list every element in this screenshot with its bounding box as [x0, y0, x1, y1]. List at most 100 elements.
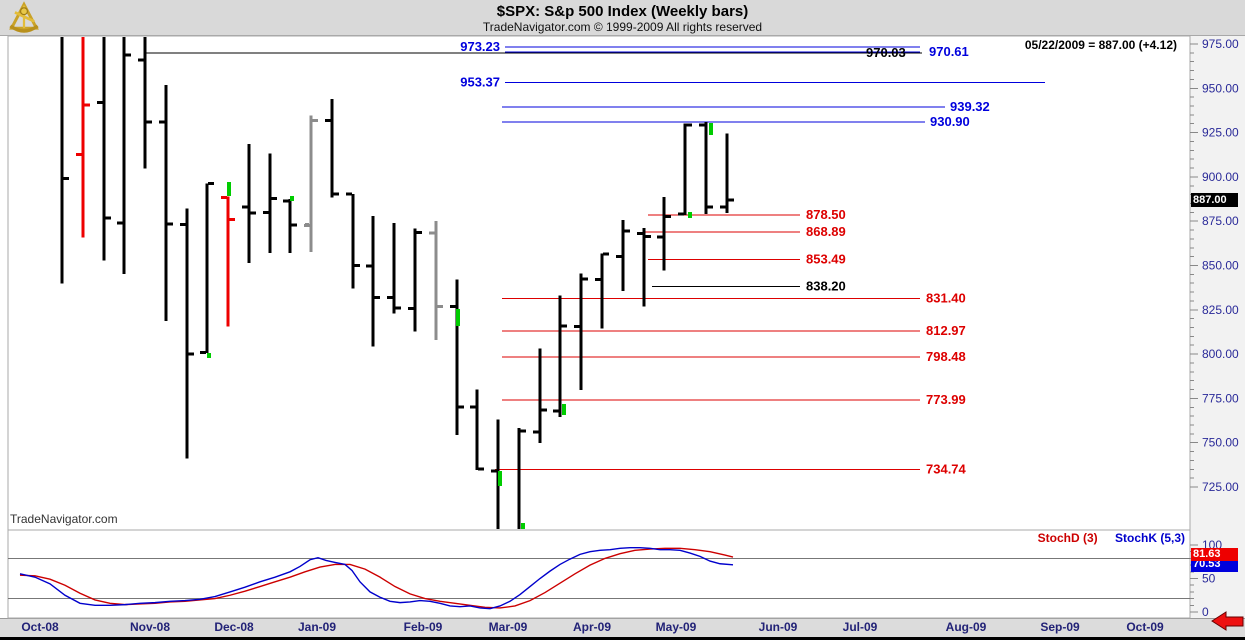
ohlc-bar — [138, 37, 152, 169]
ohlc-bar — [470, 389, 484, 471]
ohlc-bar — [325, 99, 339, 198]
ohlc-bar — [221, 195, 235, 327]
x-axis-month-label: Oct-09 — [1126, 620, 1164, 634]
ohlc-bar — [283, 199, 297, 253]
ohlc-bar — [76, 37, 90, 238]
stochk-line — [19, 546, 734, 610]
support-resistance-level: 798.48 — [502, 349, 966, 364]
level-label: 868.89 — [806, 224, 846, 239]
level-label: 973.23 — [460, 39, 500, 54]
stoch-pane-border — [7, 529, 1191, 619]
level-label: 798.48 — [926, 349, 966, 364]
ohlc-bar — [699, 122, 713, 215]
level-label: 853.49 — [806, 251, 846, 266]
ohlc-bar — [429, 221, 443, 340]
y-axis-label: 975.00 — [1202, 37, 1239, 51]
x-axis-month-label: Jul-09 — [843, 620, 878, 634]
support-resistance-level: 970.03 — [146, 45, 922, 60]
y-axis-label: 775.00 — [1202, 391, 1239, 405]
stoch-axis-label: 0 — [1202, 605, 1209, 619]
x-axis-months: Oct-08 Nov-08 Dec-08 Jan-09 Feb-09 Mar-09 Apr-… — [21, 620, 1164, 634]
support-resistance-level: 812.97 — [502, 323, 966, 338]
app-header: $SPX: S&p 500 Index (Weekly bars) TradeN… — [0, 0, 1245, 36]
level-label: 970.61 — [929, 44, 969, 59]
ohlc-bar — [574, 273, 588, 390]
ohlc-bar — [553, 295, 567, 418]
ohlc-bar — [117, 37, 131, 274]
level-label: 831.40 — [926, 290, 966, 305]
support-resistance-level: 930.90 — [502, 114, 970, 129]
level-label: 838.20 — [806, 278, 846, 293]
ohlc-bar — [366, 216, 380, 347]
support-resistance-level: 953.37 — [460, 74, 1045, 89]
support-resistance-level: 838.20 — [652, 278, 846, 293]
x-axis-month-label: Aug-09 — [946, 620, 987, 634]
ohlc-bar — [200, 182, 214, 354]
ohlc-bar — [533, 348, 547, 443]
y-axis-label: 725.00 — [1202, 480, 1239, 494]
x-axis-month-label: Apr-09 — [573, 620, 611, 634]
support-resistance-level: 734.74 — [495, 462, 967, 477]
x-axis-month-label: Feb-09 — [404, 620, 443, 634]
ohlc-bar — [595, 252, 609, 329]
stoch-pane-background — [8, 530, 1190, 618]
y-axis-label: 800.00 — [1202, 347, 1239, 361]
ohlc-bar — [159, 84, 173, 321]
y-axis-label: 850.00 — [1202, 259, 1239, 273]
watermark-text: TradeNavigator.com — [10, 512, 118, 526]
stochd-value-badge: 81.63 — [1191, 548, 1238, 561]
x-axis-month-label: May-09 — [656, 620, 697, 634]
bottom-border — [0, 637, 1245, 640]
stochastic-legend: StochD (3) StochK (5,3) — [1038, 531, 1185, 545]
stochd-legend-label: StochD (3) — [1037, 531, 1098, 545]
ohlc-bar — [60, 37, 69, 284]
level-label: 878.50 — [806, 207, 846, 222]
chart-title: $SPX: S&p 500 Index (Weekly bars) — [496, 3, 749, 20]
x-axis-month-label: Jun-09 — [759, 620, 798, 634]
level-label: 734.74 — [926, 462, 967, 477]
ohlc-bar — [263, 153, 277, 254]
ohlc-bar — [616, 220, 630, 292]
x-axis-month-label: Mar-09 — [489, 620, 528, 634]
ohlc-bar — [387, 223, 401, 314]
support-resistance-level: 970.61 — [505, 44, 969, 59]
support-resistance-level: 773.99 — [502, 392, 966, 407]
current-price-badge: 887.00 — [1191, 193, 1238, 207]
level-label: 939.32 — [950, 99, 990, 114]
stochk-legend-label: StochK (5,3) — [1114, 531, 1185, 545]
support-resistance-level: 831.40 — [502, 290, 966, 305]
level-label: 953.37 — [460, 74, 500, 89]
support-resistance-level: 853.49 — [648, 251, 846, 266]
y-axis-label: 750.00 — [1202, 436, 1239, 450]
ohlc-bar — [657, 196, 671, 271]
y-axis-label: 950.00 — [1202, 81, 1239, 95]
y-axis-label: 925.00 — [1202, 126, 1239, 140]
level-label: 970.03 — [866, 45, 906, 60]
ohlc-bar — [242, 143, 256, 264]
price-axis-strip — [1190, 36, 1245, 618]
ohlc-bar — [97, 37, 111, 261]
x-axis-month-label: Sep-09 — [1040, 620, 1080, 634]
ohlc-bar — [491, 419, 500, 529]
level-label: 812.97 — [926, 323, 966, 338]
ohlc-bar — [450, 279, 464, 436]
y-axis-label: 875.00 — [1202, 214, 1239, 228]
ohlc-bar — [678, 123, 692, 216]
support-resistance-level: 973.23 — [460, 39, 920, 54]
scroll-left-arrow[interactable] — [1211, 611, 1244, 631]
level-label: 930.90 — [930, 114, 970, 129]
last-quote-label: 05/22/2009 = 887.00 (+4.12) — [1024, 38, 1177, 52]
support-resistance-level: 878.50 — [648, 207, 846, 222]
level-label: 773.99 — [926, 392, 966, 407]
ohlc-bars — [60, 37, 734, 529]
y-axis-label: 900.00 — [1202, 170, 1239, 184]
support-resistance-level: 939.32 — [502, 99, 990, 114]
chart-subtitle: TradeNavigator.com © 1999-2009 All right… — [482, 20, 763, 34]
x-axis-month-label: Jan-09 — [298, 620, 336, 634]
price-pane-background — [8, 36, 1190, 530]
x-axis-month-label: Oct-08 — [21, 620, 59, 634]
ohlc-bar — [637, 227, 651, 307]
